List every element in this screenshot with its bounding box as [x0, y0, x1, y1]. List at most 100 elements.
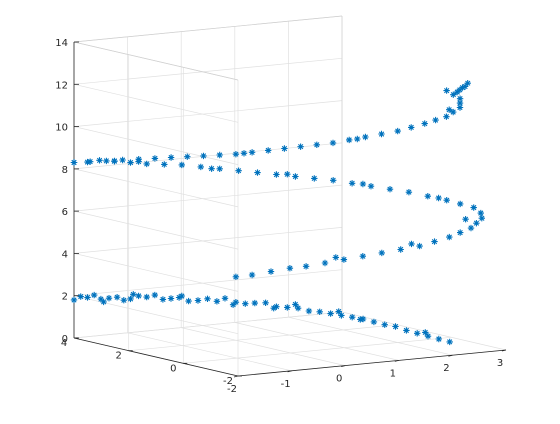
- data-point-series-2: [103, 157, 110, 165]
- data-point-series-0: [305, 307, 313, 315]
- data-point-series-1: [405, 189, 413, 196]
- data-point-series-1: [96, 157, 103, 164]
- z-tick-label: 12: [55, 80, 68, 91]
- data-point-series-0: [424, 333, 432, 340]
- box-edge-top-back: [73, 15, 343, 43]
- x-tick-mark: [501, 349, 507, 352]
- data-point-series-0: [273, 303, 280, 310]
- data-point-series-0: [120, 297, 127, 304]
- grid-line-z-side: [73, 210, 239, 250]
- grid-line-z-side: [73, 295, 239, 335]
- data-point-series-2: [421, 120, 428, 127]
- z-tick-label: 4: [62, 249, 68, 260]
- grid-line-x-floor: [127, 332, 292, 372]
- data-point-series-2: [450, 108, 457, 116]
- data-point-series-1: [397, 246, 404, 253]
- data-point-series-2: [119, 156, 126, 164]
- data-point-series-0: [97, 295, 105, 303]
- z-tick-label: 0: [62, 334, 68, 345]
- data-point-series-1: [127, 159, 134, 166]
- data-point-series-2: [456, 104, 464, 111]
- data-point-series-0: [381, 321, 388, 328]
- data-point-series-1: [478, 215, 485, 222]
- y-tick-label: 4: [61, 338, 67, 349]
- data-point-series-0: [349, 314, 356, 321]
- data-point-series-2: [408, 124, 415, 131]
- data-point-series-0: [422, 329, 429, 336]
- data-point-series-1: [467, 224, 475, 232]
- x-tick-label: -1: [281, 379, 291, 390]
- data-point-series-0: [100, 298, 107, 306]
- x-tick-label: 2: [443, 363, 449, 374]
- z-tick-label: 8: [62, 165, 68, 176]
- x-tick-label: 3: [497, 358, 503, 369]
- data-point-series-2: [167, 154, 175, 161]
- x-tick-mark: [341, 365, 346, 367]
- data-point-series-1: [446, 233, 453, 241]
- grid-line-x-floor: [181, 327, 346, 366]
- x-axis-line: [237, 349, 507, 377]
- data-point-series-0: [194, 297, 202, 304]
- data-point-series-2: [70, 159, 78, 166]
- data-point-series-2: [232, 151, 240, 158]
- data-point-series-0: [262, 299, 269, 306]
- data-point-series-1: [208, 165, 215, 172]
- data-point-series-1: [178, 161, 185, 169]
- grid-line-y-floor: [128, 324, 397, 352]
- data-point-series-0: [251, 299, 258, 307]
- data-point-series-2: [151, 155, 159, 162]
- grid-line-z-back: [73, 269, 343, 297]
- data-point-series-0: [335, 308, 342, 315]
- data-point-series-1: [386, 186, 394, 193]
- data-point-series-1: [161, 161, 168, 168]
- data-point-series-1: [143, 160, 150, 168]
- data-point-series-1: [348, 180, 356, 187]
- data-point-series-2: [184, 153, 191, 160]
- data-point-series-0: [151, 291, 158, 299]
- data-point-series-1: [321, 259, 329, 267]
- data-point-series-0: [113, 294, 121, 301]
- data-point-series-1: [424, 193, 431, 200]
- data-point-series-0: [446, 338, 453, 346]
- data-point-series-2: [446, 106, 453, 113]
- data-point-series-1: [367, 183, 375, 190]
- data-point-series-1: [340, 256, 348, 263]
- data-point-series-0: [175, 294, 183, 301]
- grid-line-z-side: [73, 126, 239, 165]
- data-point-series-0: [327, 310, 334, 317]
- box-edge-top-side: [73, 41, 239, 81]
- data-point-series-0: [213, 298, 221, 305]
- data-point-series-2: [354, 135, 361, 143]
- y-tick-label: 2: [116, 351, 122, 362]
- data-point-series-2: [432, 116, 439, 124]
- data-point-series-2: [454, 88, 461, 96]
- data-point-series-1: [457, 200, 464, 208]
- data-point-series-1: [197, 163, 204, 171]
- data-point-series-2: [456, 95, 464, 102]
- x-tick-mark: [448, 354, 453, 357]
- data-point-series-2: [248, 149, 256, 156]
- data-point-series-1: [359, 253, 366, 260]
- data-point-series-2: [450, 91, 457, 98]
- data-point-series-2: [87, 158, 94, 165]
- data-point-series-0: [84, 294, 91, 301]
- data-point-series-0: [435, 335, 442, 343]
- z-tick-label: 10: [55, 123, 68, 134]
- data-point-series-1: [332, 254, 339, 261]
- data-point-series-1: [330, 177, 337, 184]
- data-point-series-0: [292, 301, 299, 308]
- grid-line-z-side: [73, 253, 239, 292]
- data-point-series-1: [248, 271, 256, 279]
- data-point-series-0: [221, 295, 229, 302]
- x-tick-mark: [233, 375, 239, 378]
- data-point-series-2: [216, 151, 223, 159]
- data-point-series-0: [127, 295, 134, 303]
- data-point-series-0: [91, 291, 98, 299]
- grid-line-z-back: [73, 184, 343, 212]
- data-point-series-0: [403, 327, 410, 334]
- data-point-series-1: [254, 169, 261, 176]
- data-point-series-1: [470, 204, 477, 211]
- data-point-series-1: [267, 268, 275, 275]
- data-point-series-1: [416, 242, 423, 250]
